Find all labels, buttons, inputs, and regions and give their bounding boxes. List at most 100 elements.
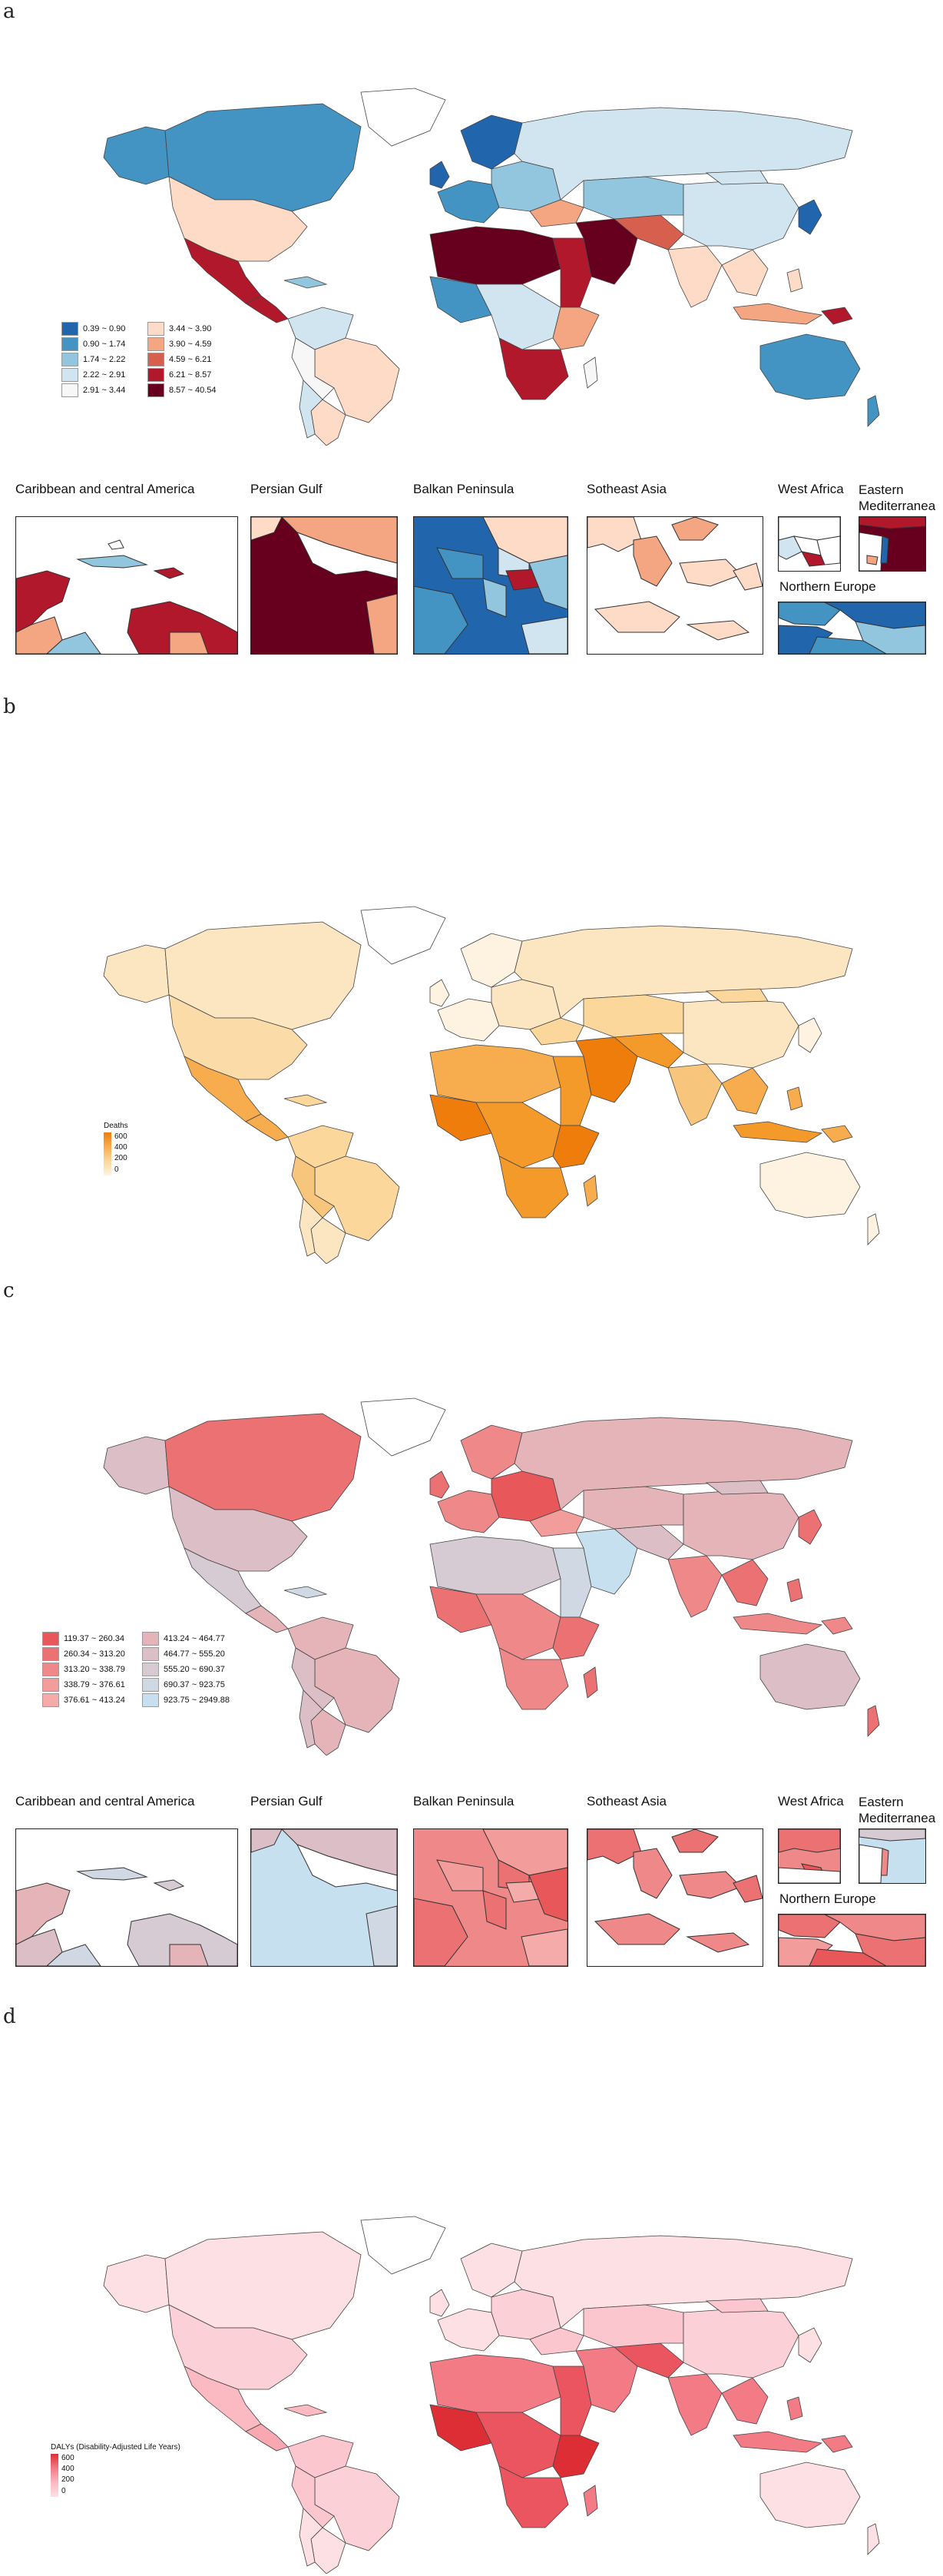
region-c-asia [583,1486,684,1530]
region-se-asia [721,1067,769,1115]
legend-entry: 1.74 ~ 2.22 [61,352,125,367]
legend-b-title: Deaths [104,1122,128,1130]
region-s-africa [498,1155,569,1218]
legend-label: 119.37 ~ 260.34 [64,1634,125,1643]
legend-swatch [147,383,164,397]
region-usa [168,1486,308,1572]
inset-northern-europe-a [778,602,926,655]
legend-entry: 4.59 ~ 6.21 [147,352,216,367]
legend-entry: 0.90 ~ 1.74 [61,337,125,352]
legend-d-tick-1: 600 [61,2454,74,2462]
region-s-africa [498,337,569,400]
region-chile [299,2508,323,2567]
inset-title-balkan-c: Balkan Peninsula [413,1794,515,1809]
inset-title-se-asia-c: Sotheast Asia [587,1794,667,1809]
inset-title-balkan: Balkan Peninsula [413,482,515,496]
region-png [821,1125,853,1143]
region-png [821,1616,853,1635]
legend-swatch [61,368,78,382]
legend-b-gradient [104,1132,111,1175]
legend-swatch [147,368,164,382]
inset-title-caribbean: Caribbean and central America [15,482,195,496]
legend-label: 8.57 ~ 40.54 [169,386,217,395]
legend-entry: 6.21 ~ 8.57 [147,367,216,383]
legend-swatch [61,353,78,366]
legend-d-tick-2: 400 [61,2465,74,2473]
legend-entry: 260.34 ~ 313.20 [42,1646,125,1662]
legend-label: 3.90 ~ 4.59 [169,340,212,349]
region-s-africa [498,1647,569,1710]
region-alaska [103,2254,170,2313]
legend-label: 313.20 ~ 338.79 [64,1665,125,1674]
region-greenland [360,88,446,147]
panel-letter-b: b [3,695,16,718]
inset-persian-gulf-c [250,1828,398,1967]
legend-label: 2.91 ~ 3.44 [83,386,126,395]
region-uk-ire [429,2289,450,2317]
legend-entry: 313.20 ~ 338.79 [42,1662,125,1677]
legend-entry: 690.37 ~ 923.75 [142,1677,230,1692]
region-scandinavia [460,2243,523,2298]
legend-column: 413.24 ~ 464.77 464.77 ~ 555.20 555.20 ~ 6… [142,1631,230,1708]
legend-entry: 464.77 ~ 555.20 [142,1646,230,1662]
inset-title-northern-europe-c: Northern Europe [779,1891,876,1906]
legend-entry: 3.90 ~ 4.59 [147,337,216,352]
region-argentina [310,2527,346,2574]
region-chile [299,1689,323,1749]
legend-entry: 923.75 ~ 2949.88 [142,1692,230,1708]
region-turkey-cauc [529,1509,584,1537]
region-c-africa [475,2412,561,2478]
region-turkey-cauc [529,199,584,227]
region-n-africa [429,2354,561,2413]
legend-d-gradient [51,2454,58,2497]
legend-swatch [61,322,78,336]
legend-label: 338.79 ~ 376.61 [64,1680,125,1689]
region-japan-korea [798,1509,822,1545]
region-uk-ire [429,979,450,1007]
legend-swatch [61,383,78,397]
region-indonesia [733,2431,823,2453]
legend-label: 923.75 ~ 2949.88 [164,1696,230,1705]
region-s-africa [498,2465,569,2528]
region-w-africa [429,1094,492,1142]
region-chile [299,1198,323,1257]
legend-d-tick-3: 200 [61,2475,74,2484]
legend-swatch [42,1632,59,1646]
legend-d-title: DALYs (Disability-Adjusted Life Years) [51,2443,180,2452]
legend-d: DALYs (Disability-Adjusted Life Years) 6… [51,2443,235,2505]
region-new-zealand [867,1705,880,1737]
region-scandinavia [460,1424,523,1480]
region-philippines [786,1578,803,1603]
inset-west-africa-a [778,516,841,572]
region-peru-bol [291,1647,335,1710]
region-c-asia [583,994,684,1038]
region-c-africa [475,283,561,350]
legend-label: 0.39 ~ 0.90 [83,324,126,333]
legend-swatch [42,1678,59,1692]
region-w-europe [437,2308,500,2352]
legend-label: 1.74 ~ 2.22 [83,355,126,364]
world-map-b [103,906,880,1264]
legend-swatch [147,353,164,366]
region-chile [299,380,323,439]
legend-entry: 338.79 ~ 376.61 [42,1677,125,1692]
region-png [821,307,853,325]
legend-swatch [147,337,164,351]
inset-title-east-med-c: Eastern Mediterranea [859,1795,936,1825]
legend-swatch [142,1693,159,1707]
region-japan-korea [798,2327,822,2363]
region-c-asia [583,176,684,220]
legend-entry: 8.57 ~ 40.54 [147,383,216,398]
legend-b-tick-1: 600 [114,1132,127,1141]
region-usa [168,994,308,1080]
region-argentina [310,1217,346,1264]
region-new-zealand [867,2523,880,2555]
region-e-africa [552,1616,600,1660]
legend-swatch [42,1647,59,1661]
region-w-africa [429,2404,492,2452]
legend-swatch [147,322,164,336]
inset-title-east-med: Eastern Mediterranea [859,482,936,513]
inset-west-africa-c [778,1828,841,1884]
region-alaska [103,944,170,1003]
legend-swatch [142,1663,159,1676]
